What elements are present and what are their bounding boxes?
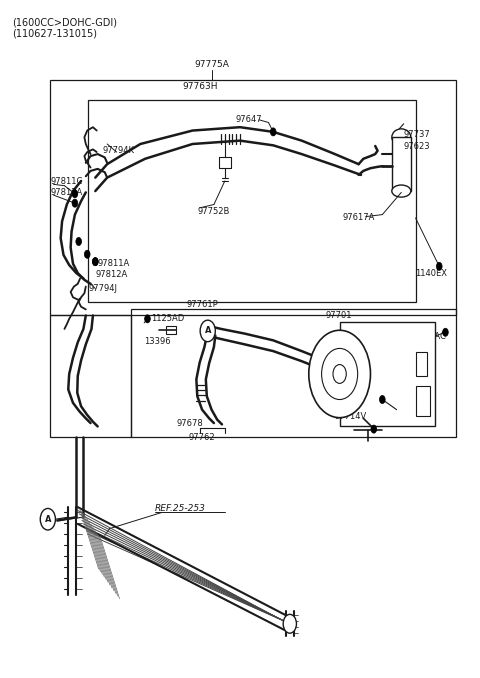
Text: 97752B: 97752B [197, 207, 229, 216]
Text: 97623: 97623 [404, 142, 430, 151]
Ellipse shape [392, 185, 411, 197]
Text: 97775A: 97775A [194, 60, 229, 69]
Text: 97737: 97737 [404, 130, 431, 139]
Circle shape [40, 508, 56, 530]
Circle shape [200, 320, 216, 342]
Text: 97811C: 97811C [50, 177, 83, 186]
Circle shape [436, 262, 442, 271]
Circle shape [93, 258, 98, 266]
Text: A: A [45, 515, 51, 523]
Text: 97812A: 97812A [96, 270, 128, 279]
Text: 97714V: 97714V [335, 412, 367, 421]
Circle shape [283, 614, 297, 633]
Text: 97762: 97762 [189, 433, 216, 442]
Circle shape [72, 190, 78, 198]
Text: (1600CC>DOHC-GDI): (1600CC>DOHC-GDI) [12, 18, 117, 28]
Bar [167, 326, 176, 334]
Circle shape [270, 128, 276, 136]
Text: 97617A: 97617A [342, 214, 374, 222]
Text: 97701: 97701 [325, 311, 352, 320]
Text: 97812A: 97812A [50, 188, 83, 197]
Circle shape [309, 330, 371, 418]
Circle shape [380, 395, 385, 403]
Circle shape [322, 348, 358, 399]
Text: (110627-131015): (110627-131015) [12, 28, 97, 39]
Circle shape [93, 258, 98, 266]
Bar [340, 322, 434, 426]
Circle shape [72, 199, 78, 207]
Bar [88, 100, 416, 302]
Circle shape [76, 237, 82, 245]
Bar [50, 315, 131, 437]
Text: 97794K: 97794K [102, 146, 134, 155]
Circle shape [84, 250, 90, 258]
Circle shape [144, 315, 150, 323]
Text: 97794J: 97794J [88, 284, 117, 293]
Text: 1125AD: 1125AD [151, 315, 184, 323]
Text: 97678: 97678 [177, 418, 204, 428]
Text: REF.25-253: REF.25-253 [155, 504, 205, 513]
Text: 97761P: 97761P [186, 300, 218, 309]
Bar [392, 137, 411, 191]
Circle shape [371, 425, 377, 433]
Circle shape [333, 365, 346, 383]
Text: 13396: 13396 [144, 337, 171, 346]
Ellipse shape [392, 129, 411, 146]
Text: 1336AC: 1336AC [413, 332, 446, 341]
Text: 97811A: 97811A [97, 259, 130, 268]
Circle shape [443, 328, 448, 336]
Bar [416, 386, 430, 416]
Text: 1140EX: 1140EX [416, 268, 447, 277]
Text: 97763H: 97763H [182, 82, 217, 92]
Bar [416, 353, 427, 376]
Text: 97647: 97647 [235, 115, 262, 124]
Bar [50, 80, 456, 315]
Bar [131, 308, 456, 437]
Text: A: A [204, 326, 211, 336]
